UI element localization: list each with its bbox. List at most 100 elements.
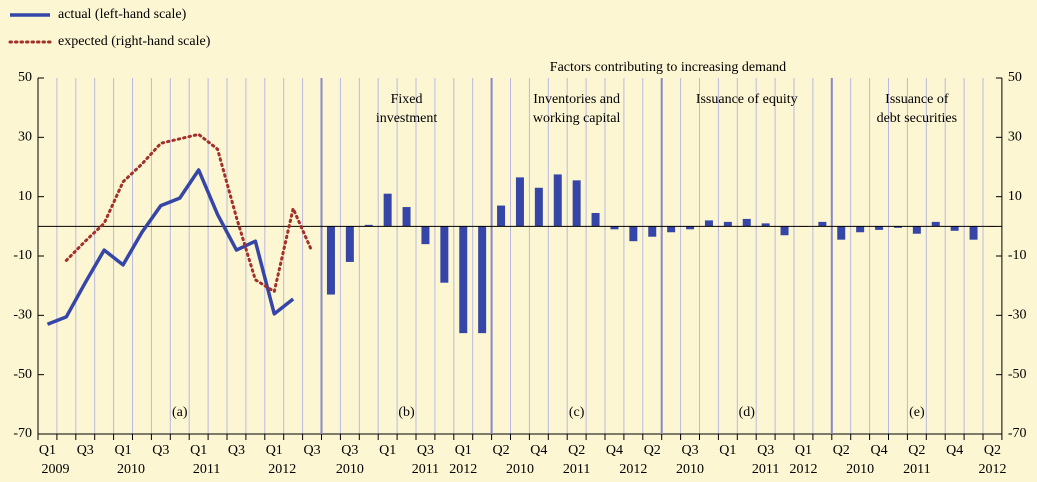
- bar: [912, 226, 921, 234]
- x-tick-label: Q3: [681, 443, 698, 458]
- y-tick-label: 50: [18, 70, 32, 85]
- year-label: 2010: [846, 462, 874, 477]
- bar: [383, 193, 392, 227]
- y-tick-label: -30: [13, 308, 32, 323]
- bar: [497, 205, 506, 227]
- x-tick-label: Q1: [266, 443, 283, 458]
- x-tick-label: Q3: [152, 443, 169, 458]
- x-tick-label: Q1: [455, 443, 472, 458]
- x-tick-label: Q4: [946, 443, 963, 458]
- y2-tick-label: -70: [1008, 426, 1027, 441]
- bar: [364, 224, 373, 227]
- bar: [326, 226, 335, 295]
- panel-label: (d): [739, 405, 756, 420]
- x-tick-label: Q3: [303, 443, 320, 458]
- x-tick-label: Q3: [77, 443, 94, 458]
- panel-label: (a): [172, 405, 188, 420]
- panel-label: (e): [909, 405, 925, 420]
- bar: [478, 226, 487, 334]
- y-tick-label: 30: [18, 130, 32, 145]
- x-tick-label: Q4: [530, 443, 547, 458]
- year-label: 2010: [336, 462, 364, 477]
- x-tick-label: Q4: [606, 443, 623, 458]
- bar: [818, 221, 827, 227]
- x-tick-label: Q2: [568, 443, 585, 458]
- bar: [780, 226, 789, 236]
- year-label: 2011: [193, 462, 220, 477]
- year-label: 2011: [563, 462, 590, 477]
- y2-tick-label: 30: [1008, 130, 1022, 145]
- expected-line: [64, 132, 314, 294]
- x-tick-label: Q1: [39, 443, 56, 458]
- y-tick-label: -70: [13, 426, 32, 441]
- year-label: 2012: [789, 462, 817, 477]
- bar: [345, 226, 354, 262]
- year-label: 2012: [449, 462, 477, 477]
- bar: [515, 177, 524, 227]
- bar: [893, 226, 902, 228]
- bar: [742, 218, 751, 227]
- bar: [629, 226, 638, 242]
- bar: [875, 226, 884, 230]
- year-label: 2010: [506, 462, 534, 477]
- x-tick-label: Q2: [908, 443, 925, 458]
- bar: [969, 226, 978, 240]
- bar: [723, 221, 732, 227]
- year-label: 2012: [268, 462, 296, 477]
- year-label: 2010: [117, 462, 145, 477]
- panel-label: (b): [398, 405, 415, 420]
- plot-area: [38, 78, 1002, 434]
- x-tick-label: Q1: [379, 443, 396, 458]
- year-label: 2012: [619, 462, 647, 477]
- chart-title: Factors contributing to increasing deman…: [550, 60, 786, 75]
- bar: [648, 226, 657, 237]
- x-tick-label: Q1: [719, 443, 736, 458]
- bar: [761, 223, 770, 227]
- bar: [686, 226, 695, 230]
- year-label: 2011: [903, 462, 930, 477]
- bar: [610, 226, 619, 230]
- bar: [421, 226, 430, 245]
- actual-line: [46, 168, 295, 326]
- panel-title: Inventories and: [533, 92, 620, 107]
- legend-label: actual (left-hand scale): [58, 7, 187, 22]
- x-tick-label: Q4: [870, 443, 887, 458]
- x-tick-label: Q2: [644, 443, 661, 458]
- panel-title: investment: [376, 111, 438, 126]
- x-tick-label: Q3: [341, 443, 358, 458]
- y-tick-label: -50: [13, 367, 32, 382]
- bar: [950, 226, 959, 231]
- bar: [837, 226, 846, 240]
- x-tick-label: Q2: [833, 443, 850, 458]
- legend-label: expected (right-hand scale): [58, 34, 211, 49]
- x-tick-label: Q2: [492, 443, 509, 458]
- y2-tick-label: -30: [1008, 308, 1027, 323]
- panel-title: debt securities: [877, 111, 957, 126]
- panel-title: Issuance of equity: [696, 92, 798, 107]
- panel-label: (c): [569, 405, 585, 420]
- year-label: 2012: [978, 462, 1006, 477]
- x-tick-label: Q1: [190, 443, 207, 458]
- y2-tick-label: -50: [1008, 367, 1027, 382]
- panel-title: Fixed: [391, 92, 423, 107]
- bar: [459, 226, 468, 334]
- bar: [856, 226, 865, 233]
- x-tick-label: Q1: [795, 443, 812, 458]
- y-tick-label: -10: [13, 248, 32, 263]
- bar: [591, 212, 600, 227]
- bar: [440, 226, 449, 283]
- x-tick-label: Q1: [114, 443, 131, 458]
- year-label: 2011: [412, 462, 439, 477]
- y-tick-label: 10: [18, 189, 32, 204]
- x-tick-label: Q3: [757, 443, 774, 458]
- bar: [931, 221, 940, 227]
- y2-tick-label: -10: [1008, 248, 1027, 263]
- bar: [553, 174, 562, 227]
- x-tick-label: Q3: [228, 443, 245, 458]
- year-label: 2011: [752, 462, 779, 477]
- panel-title: working capital: [533, 111, 621, 126]
- bar: [704, 220, 713, 227]
- bar: [572, 180, 581, 227]
- x-tick-label: Q2: [984, 443, 1001, 458]
